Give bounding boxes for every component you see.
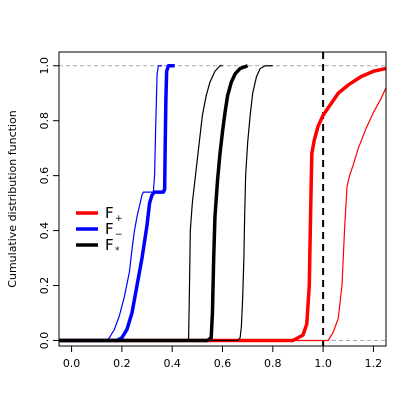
y-tick-label-5: 1.0 — [38, 57, 51, 75]
legend: F +F −F * — [76, 204, 123, 256]
series-line-4 — [59, 64, 249, 343]
y-tick-label-0: 0.0 — [38, 332, 51, 350]
series-line-5 — [59, 65, 223, 342]
x-tick-label-6: 1.2 — [365, 357, 383, 370]
series-layer — [59, 63, 387, 343]
legend-sub-1: − — [115, 230, 123, 240]
series-line-0 — [59, 66, 387, 343]
legend-label-0: F — [105, 204, 114, 222]
y-tick-label-3: 0.6 — [38, 167, 51, 185]
series-line-3 — [59, 65, 163, 342]
y-tick-label-1: 0.2 — [38, 277, 51, 295]
series-line-6 — [59, 65, 273, 342]
legend-sub-2: * — [115, 246, 120, 256]
y-tick-label-4: 0.8 — [38, 112, 51, 130]
series-line-2 — [59, 63, 175, 343]
x-tick-label-3: 0.6 — [214, 357, 232, 370]
y-axis: 0.0 0.2 0.4 0.6 0.8 1.0 — [38, 57, 59, 349]
x-tick-label-4: 0.8 — [264, 357, 282, 370]
legend-sub-0: + — [115, 214, 123, 224]
x-tick-label-0: 0.0 — [63, 357, 81, 370]
y-axis-label: Cumulative distribution function — [6, 110, 19, 287]
x-axis: 0.0 0.2 0.4 0.6 0.8 1.0 1.2 — [63, 346, 382, 370]
series-line-1 — [59, 87, 387, 342]
legend-label-1: F — [105, 220, 114, 238]
legend-label-2: F — [105, 236, 114, 254]
x-tick-label-2: 0.4 — [163, 357, 181, 370]
y-tick-label-2: 0.4 — [38, 222, 51, 240]
x-tick-label-5: 1.0 — [314, 357, 332, 370]
x-tick-label-1: 0.2 — [113, 357, 131, 370]
